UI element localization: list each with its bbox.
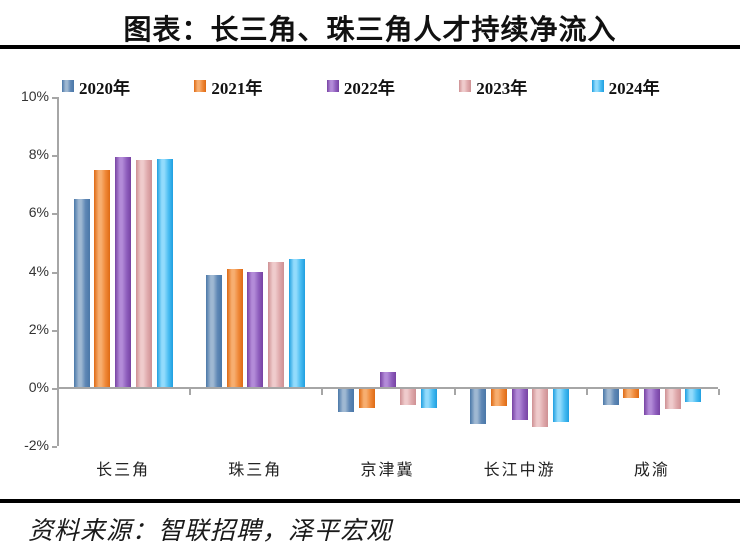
- y-axis-tick: [52, 329, 57, 332]
- y-axis-tick-label: 0%: [28, 379, 49, 395]
- x-axis-zero-line: [57, 387, 718, 389]
- bottom-divider-rule: [0, 499, 740, 503]
- bar-2021年-长三角: [94, 170, 111, 387]
- bar-2022年-长江中游: [511, 389, 528, 420]
- x-axis-category-tick: [57, 389, 59, 395]
- y-axis-tick-label: 8%: [28, 146, 49, 163]
- legend-item-2022年: 2022年: [326, 75, 459, 98]
- category-label-长三角: 长三角: [96, 462, 151, 479]
- bar-2024年-珠三角: [288, 258, 305, 387]
- legend-swatch-icon: [326, 80, 339, 92]
- bar-2022年-成渝: [643, 389, 660, 416]
- bar-2020年-长三角: [73, 199, 90, 387]
- top-divider-rule: [0, 45, 740, 49]
- legend-swatch-icon: [459, 80, 472, 92]
- bar-2021年-珠三角: [226, 269, 243, 387]
- legend-item-2021年: 2021年: [194, 75, 326, 98]
- legend-item-2020年: 2020年: [62, 75, 194, 98]
- y-axis-tick: [52, 446, 57, 449]
- bar-2023年-长三角: [135, 160, 152, 387]
- bar-2023年-珠三角: [268, 261, 284, 387]
- legend-label: 2020年: [79, 78, 130, 98]
- bar-2022年-长三角: [115, 157, 132, 387]
- y-axis-tick-label: 2%: [28, 320, 49, 337]
- bar-2023年-长江中游: [532, 389, 549, 427]
- legend-label: 2024年: [608, 78, 660, 98]
- bar-2021年-成渝: [623, 389, 640, 398]
- category-label-京津冀: 京津冀: [360, 462, 415, 479]
- legend-swatch-icon: [194, 80, 207, 92]
- bar-2020年-珠三角: [205, 274, 222, 387]
- bar-2024年-长江中游: [553, 389, 570, 423]
- y-axis-tick: [52, 388, 57, 390]
- bar-chart-plot-area: 10% 8% 6% 4% 2% 0% -2% 长三角 珠三角 京津冀 长江中游 成渝: [20, 88, 720, 479]
- legend-label: 2023年: [476, 78, 528, 98]
- chart-title: 图表：长三角、珠三角人才持续净流入: [123, 15, 617, 46]
- bar-2020年-京津冀: [338, 389, 355, 413]
- legend-item-2024年: 2024年: [591, 75, 724, 98]
- bar-2020年-成渝: [602, 389, 619, 405]
- category-label-珠三角: 珠三角: [228, 462, 283, 479]
- bar-2024年-成渝: [685, 389, 702, 403]
- bar-2023年-京津冀: [400, 389, 417, 405]
- y-axis-tick-label: 4%: [28, 262, 49, 279]
- category-label-成渝: 成渝: [633, 462, 670, 479]
- chart-legend: 2020年 2021年 2022年 2023年 2024年: [62, 75, 724, 98]
- x-axis-category-tick: [453, 389, 456, 395]
- x-axis-category-tick: [321, 389, 324, 395]
- x-axis-category-tick: [585, 389, 588, 395]
- bar-2020年-长江中游: [470, 389, 487, 424]
- bar-2024年-京津冀: [420, 389, 437, 408]
- bar-2023年-成渝: [664, 389, 681, 410]
- y-axis-tick: [52, 271, 57, 274]
- category-label-长江中游: 长江中游: [483, 462, 556, 479]
- y-axis-tick-label: -2%: [24, 437, 49, 454]
- x-axis-category-tick: [718, 389, 720, 395]
- y-axis-tick: [52, 213, 57, 216]
- data-source-note: 资料来源：智联招聘，泽平宏观: [28, 518, 393, 545]
- bar-2021年-京津冀: [358, 389, 375, 408]
- bar-2022年-京津冀: [379, 372, 396, 387]
- legend-item-2023年: 2023年: [459, 75, 591, 98]
- legend-swatch-icon: [62, 80, 74, 92]
- y-axis-tick: [52, 155, 57, 158]
- y-axis-tick: [52, 97, 57, 99]
- bar-2022年-珠三角: [247, 272, 264, 387]
- y-axis-line: [57, 97, 59, 447]
- legend-label: 2022年: [343, 78, 395, 98]
- bar-2021年-长江中游: [491, 389, 507, 407]
- legend-swatch-icon: [591, 80, 604, 92]
- y-axis-tick-label: 10%: [20, 88, 49, 104]
- y-axis-tick-label: 6%: [28, 204, 49, 221]
- bar-2024年-长三角: [156, 158, 173, 387]
- x-axis-category-tick: [189, 389, 192, 395]
- legend-label: 2021年: [211, 78, 263, 98]
